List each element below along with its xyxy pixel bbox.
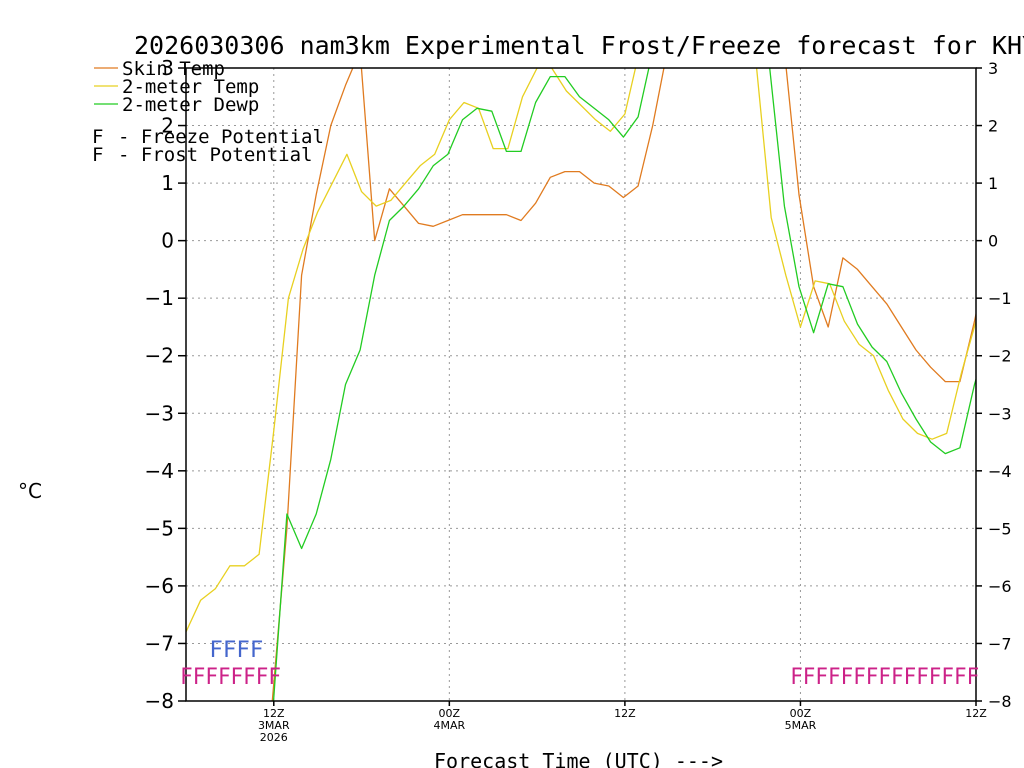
x-tick-label: 4MAR [433,719,465,732]
y-tick-label-right: 1 [988,174,998,193]
y-tick-label-right: −8 [988,692,1012,711]
y-tick-label-right: 2 [988,117,998,136]
y-tick-label-right: −4 [988,462,1012,481]
series-line-2-meter-dewp [272,68,976,701]
x-axis-label: Forecast Time (UTC) ---> [434,749,723,768]
x-tick-label: 5MAR [785,719,817,732]
y-tick-label: 2 [161,114,174,138]
y-tick-label: −5 [145,516,174,540]
x-tick-label: 3MAR [258,719,290,732]
legend-label: 2-meter Temp [122,76,259,98]
flag-markers: FFFFFFFFFFFF FFFFFFFFFFFFFFF [180,638,979,690]
y-tick-label: −1 [145,286,174,310]
y-tick-label-right: −6 [988,577,1012,596]
x-tick-label: 00Z [790,707,812,720]
legend-flag-symbol: F [92,126,103,148]
x-tick-label: 12Z [263,707,285,720]
y-tick-label-right: −1 [988,289,1012,308]
plot-frame [185,67,977,702]
legend-flag-label: - Freeze Potential [118,126,324,148]
x-tick-label: 2026 [260,731,288,744]
y-tick-label: −7 [145,631,174,655]
freeze-flags: FFFFFFFF [180,665,281,690]
series-line-2-meter-temp [186,68,976,633]
frost-flags: FFFF [209,638,263,663]
y-tick-label-right: 0 [988,232,998,251]
y-tick-label: 1 [161,171,174,195]
y-tick-label: −4 [145,459,174,483]
x-tick-label: 00Z [439,707,461,720]
legend-flag-symbol: F [92,144,103,166]
y-tick-label-right: −2 [988,347,1012,366]
y-axis-label: °C [18,479,42,503]
x-tick-label: 12Z [965,707,987,720]
legend-flag-label: - Frost Potential [118,144,312,166]
chart-title: 2026030306 nam3km Experimental Frost/Fre… [134,31,1024,60]
y-tick-label-right: −5 [988,519,1012,538]
y-tick-label: 3 [161,56,174,80]
axis-ticks: −8 −8 −7 −7 −6 −6 −5 −5 −4 −4 −3 −3 −2 −2 −1 −1 0 0 1 1 2 2 3 3… [145,56,1012,744]
x-tick-label: 12Z [614,707,636,720]
freeze-flags: FFFFFFFFFFFFFFF [790,665,979,690]
y-tick-label: −3 [145,401,174,425]
y-tick-label: −8 [145,689,174,713]
y-tick-label: −2 [145,344,174,368]
y-tick-label: −6 [145,574,174,598]
y-tick-label-right: −7 [988,634,1012,653]
y-tick-label: 0 [161,229,174,253]
y-tick-label-right: −3 [988,404,1012,423]
legend-label: Skin Temp [122,58,225,80]
y-tick-label-right: 3 [988,59,998,78]
legend-label: 2-meter Dewp [122,94,259,116]
